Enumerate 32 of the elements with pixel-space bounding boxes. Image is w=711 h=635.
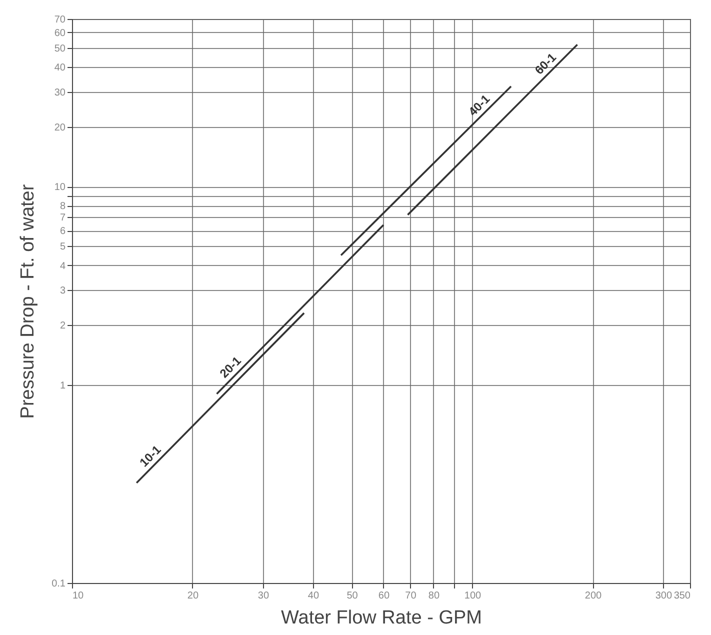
y-tick-label: 50 (54, 43, 66, 54)
y-tick-label: 4 (60, 260, 66, 272)
x-tick-label: 40 (308, 590, 320, 602)
y-tick-label: 3 (60, 286, 66, 297)
y-axis-title: Pressure Drop - Ft. of water (18, 184, 39, 419)
y-tick-label: 30 (54, 87, 66, 98)
y-tick-label: 10 (54, 182, 66, 194)
y-tick-label: 5 (60, 242, 66, 253)
x-tick-label: 350 (674, 590, 691, 602)
text: 40-1 (466, 92, 493, 119)
y-tick-label: 20 (54, 122, 66, 134)
y-tick-label: 1 (60, 380, 66, 392)
x-tick-label: 100 (464, 590, 482, 602)
x-tick-label: 20 (187, 590, 199, 602)
x-tick-label: 30 (258, 590, 270, 602)
y-tick-label: 7 (60, 212, 66, 224)
y-tick-label: 40 (54, 62, 66, 74)
text: 60-1 (532, 50, 560, 78)
y-tick-label: 6 (60, 226, 66, 238)
y-tick-label: 60 (54, 28, 66, 39)
x-tick-label: 70 (405, 590, 417, 602)
x-tick-label: 80 (428, 590, 440, 602)
x-tick-label: 200 (584, 590, 602, 602)
x-tick-label: 60 (378, 590, 390, 602)
y-tick-label: 2 (60, 320, 66, 332)
y-tick-label: 8 (60, 201, 66, 212)
x-tick-label: 50 (346, 590, 358, 602)
x-tick-label: 10 (72, 590, 84, 602)
y-tick-label: 70 (54, 14, 66, 26)
x-axis-title: Water Flow Rate - GPM (281, 608, 482, 628)
y-tick-label: 0.1 (52, 578, 66, 590)
x-tick-label: 300 (655, 590, 672, 602)
